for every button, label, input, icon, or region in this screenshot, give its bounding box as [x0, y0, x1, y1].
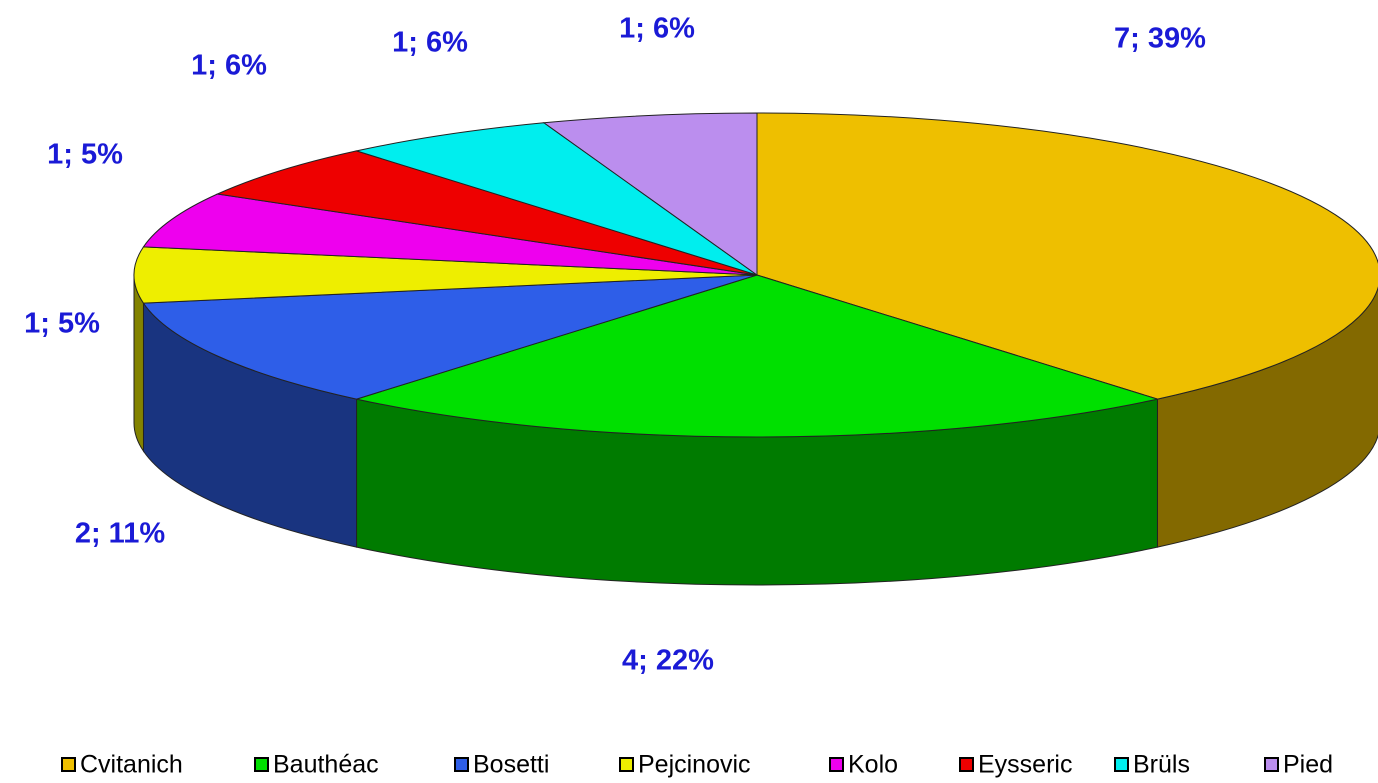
legend-swatch: [619, 757, 634, 772]
legend-label: Eysseric: [978, 751, 1072, 779]
legend-swatch: [959, 757, 974, 772]
slice: [215, 150, 758, 276]
slice: [133, 246, 758, 304]
slice: [142, 193, 758, 276]
data-label: 4; 22%: [622, 645, 714, 677]
data-label: 1; 5%: [24, 308, 100, 340]
legend-swatch: [254, 757, 269, 772]
data-label: 2; 11%: [75, 518, 165, 550]
legend-swatch: [1264, 757, 1279, 772]
legend-label: Bauthéac: [273, 751, 379, 779]
slice: [756, 112, 1378, 400]
legend-label: Pejcinovic: [638, 751, 751, 779]
data-label: 1; 5%: [47, 139, 123, 171]
slice: [542, 112, 758, 276]
data-label: 1; 6%: [392, 27, 468, 59]
data-label: 1; 6%: [619, 13, 695, 45]
legend-label: Brüls: [1133, 751, 1190, 779]
legend-swatch: [61, 757, 76, 772]
slice: [354, 122, 758, 276]
legend-label: Bosetti: [473, 751, 549, 779]
slice: [142, 274, 758, 400]
slice: [354, 274, 1160, 438]
legend-label: Pied: [1283, 751, 1333, 779]
legend-label: Cvitanich: [80, 751, 183, 779]
legend-swatch: [454, 757, 469, 772]
legend-label: Kolo: [848, 751, 898, 779]
data-label: 1; 6%: [191, 50, 267, 82]
legend-swatch: [1114, 757, 1129, 772]
data-label: 7; 39%: [1114, 23, 1206, 55]
legend-swatch: [829, 757, 844, 772]
